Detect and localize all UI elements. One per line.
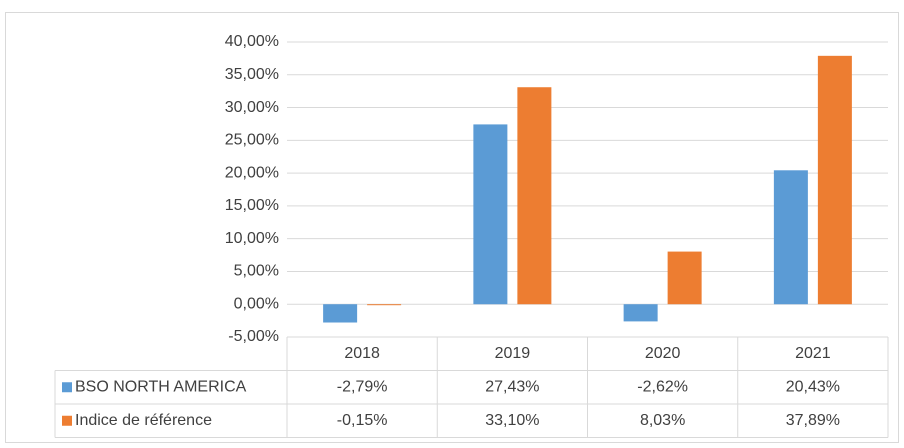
legend-swatch [62,382,72,393]
table-cell: 27,43% [485,378,539,395]
bar [473,124,508,305]
legend-label: BSO NORTH AMERICA [75,378,247,395]
bar [623,304,658,322]
bar [667,251,702,305]
table-cell: -2,79% [337,378,388,395]
y-tick-label: 5,00% [234,263,279,280]
bar [517,87,552,305]
legend-swatch [62,415,72,426]
table-cell: -2,62% [637,378,688,395]
table-header: 2018 [344,345,380,362]
y-tick-label: 30,00% [225,99,279,116]
bar [367,304,402,306]
bar [817,55,852,305]
y-tick-label: 20,00% [225,164,279,181]
table-header: 2020 [645,345,681,362]
table-cell: 8,03% [640,412,685,429]
y-tick-label: 15,00% [225,197,279,214]
y-tick-label: 35,00% [225,66,279,83]
table-header: 2021 [795,345,831,362]
y-tick-label: 0,00% [234,295,279,312]
y-tick-label: 40,00% [225,33,279,50]
bar [773,170,808,305]
table-cell: 33,10% [485,412,539,429]
legend-label: Indice de référence [75,412,212,429]
table-cell: 37,89% [786,412,840,429]
table-cell: -0,15% [337,412,388,429]
y-tick-label: 10,00% [225,230,279,247]
table-header: 2019 [495,345,531,362]
y-tick-label: 25,00% [225,132,279,149]
table-cell: 20,43% [786,378,840,395]
bar [323,304,358,323]
y-tick-label: -5,00% [228,328,279,345]
